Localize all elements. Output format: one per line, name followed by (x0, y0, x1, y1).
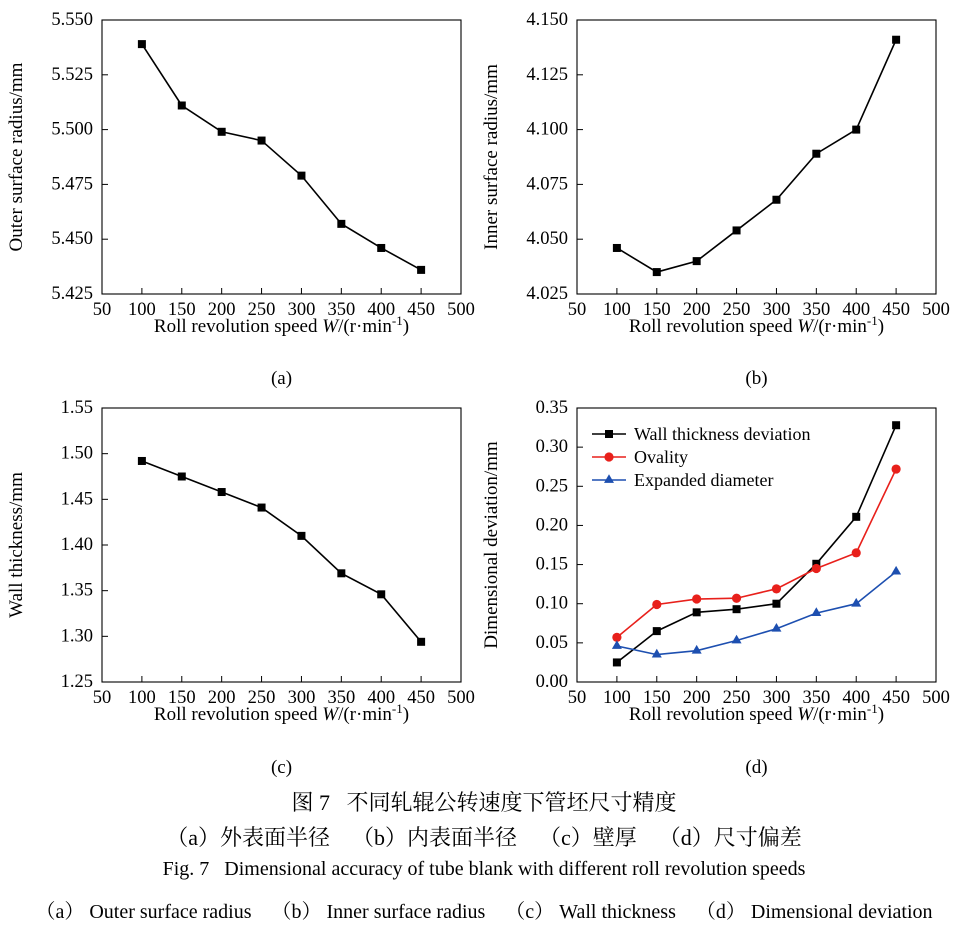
svg-text:1.35: 1.35 (61, 581, 93, 601)
svg-text:5.450: 5.450 (51, 229, 93, 249)
svg-text:5.550: 5.550 (51, 10, 93, 30)
svg-text:100: 100 (128, 300, 156, 320)
svg-text:500: 500 (447, 300, 475, 320)
svg-text:5.475: 5.475 (51, 174, 93, 194)
svg-text:4.125: 4.125 (526, 65, 568, 85)
svg-text:1.30: 1.30 (61, 626, 93, 646)
svg-text:50: 50 (93, 300, 112, 320)
svg-text:0.10: 0.10 (536, 594, 568, 614)
svg-text:500: 500 (447, 688, 475, 708)
svg-text:1.50: 1.50 (61, 444, 93, 464)
svg-text:50: 50 (568, 300, 587, 320)
svg-text:500: 500 (922, 688, 950, 708)
svg-text:0.25: 0.25 (536, 476, 568, 496)
svg-text:Wall thickness/mm: Wall thickness/mm (7, 472, 27, 618)
svg-text:0.20: 0.20 (536, 515, 568, 535)
svg-text:Dimensional deviation/mm: Dimensional deviation/mm (482, 441, 502, 649)
svg-text:Outer surface radius/mm: Outer surface radius/mm (7, 62, 27, 251)
svg-text:1.40: 1.40 (61, 535, 93, 555)
svg-text:1.55: 1.55 (61, 398, 93, 418)
svg-text:1.45: 1.45 (61, 489, 93, 509)
svg-text:100: 100 (603, 688, 631, 708)
svg-text:Roll revolution speed W/(r·min: Roll revolution speed W/(r·min-1) (154, 313, 409, 338)
svg-text:Roll revolution speed W/(r·min: Roll revolution speed W/(r·min-1) (629, 313, 884, 338)
svg-text:0.05: 0.05 (536, 633, 568, 653)
svg-text:Roll revolution speed W/(r·min: Roll revolution speed W/(r·min-1) (154, 701, 409, 726)
svg-text:Ovality: Ovality (634, 447, 688, 467)
svg-text:4.150: 4.150 (526, 10, 568, 30)
svg-text:450: 450 (407, 688, 435, 708)
svg-text:450: 450 (882, 688, 910, 708)
svg-text:0.30: 0.30 (536, 437, 568, 457)
svg-text:1.25: 1.25 (61, 672, 93, 692)
svg-text:4.025: 4.025 (526, 284, 568, 304)
svg-text:Wall thickness deviation: Wall thickness deviation (634, 424, 811, 444)
svg-text:5.425: 5.425 (51, 284, 93, 304)
svg-text:450: 450 (882, 300, 910, 320)
svg-text:Expanded diameter: Expanded diameter (634, 470, 773, 490)
svg-text:0.35: 0.35 (536, 398, 568, 418)
svg-text:Inner surface radius/mm: Inner surface radius/mm (482, 64, 502, 250)
svg-text:100: 100 (128, 688, 156, 708)
svg-text:500: 500 (922, 300, 950, 320)
svg-text:4.050: 4.050 (526, 229, 568, 249)
svg-text:4.075: 4.075 (526, 174, 568, 194)
svg-text:0.00: 0.00 (536, 672, 568, 692)
svg-text:5.525: 5.525 (51, 65, 93, 85)
svg-text:50: 50 (568, 688, 587, 708)
svg-text:4.100: 4.100 (526, 120, 568, 140)
svg-text:Roll revolution speed W/(r·min: Roll revolution speed W/(r·min-1) (629, 701, 884, 726)
svg-text:450: 450 (407, 300, 435, 320)
svg-text:50: 50 (93, 688, 112, 708)
svg-text:0.15: 0.15 (536, 555, 568, 575)
svg-text:5.500: 5.500 (51, 120, 93, 140)
svg-text:100: 100 (603, 300, 631, 320)
